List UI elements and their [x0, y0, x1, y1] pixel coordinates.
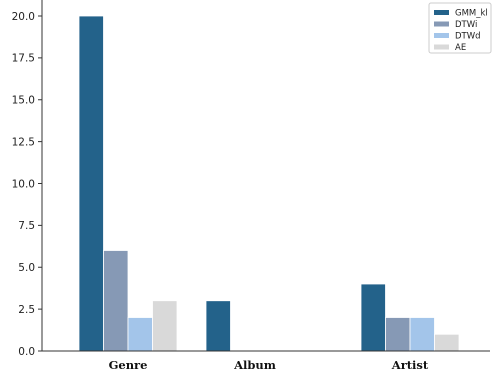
bar-dtwd-genre — [127, 317, 153, 352]
bar-gmm-kl-artist — [360, 283, 386, 352]
y-axis: 0.0 2.5 5.0 7.5 10.0 12.5 15.0 17.5 20.0 — [12, 0, 43, 358]
bar-dtwi-genre — [103, 250, 129, 352]
x-category-label: Album — [233, 358, 276, 372]
bars — [78, 15, 460, 352]
y-tick-label: 20.0 — [12, 11, 35, 23]
y-tick-label: 2.5 — [18, 304, 35, 316]
x-category-label: Genre — [109, 358, 148, 372]
bar-dtwi-artist — [385, 317, 411, 352]
bar-gmm-kl-genre — [78, 15, 104, 352]
bar-gmm-kl-album — [205, 300, 231, 352]
legend-swatch — [434, 10, 449, 15]
y-tick-label: 10.0 — [12, 178, 35, 190]
bar-dtwd-artist — [409, 317, 435, 352]
legend-label: DTWd — [455, 32, 481, 42]
y-tick-label: 15.0 — [12, 95, 35, 107]
x-category-label: Artist — [391, 358, 429, 372]
y-tick-label: 0.0 — [18, 346, 35, 358]
y-tick-label: 5.0 — [18, 262, 35, 274]
legend-label: DTWi — [455, 20, 477, 30]
legend-swatch — [434, 44, 449, 50]
bar-ae-artist — [434, 333, 460, 352]
legend-swatch — [434, 21, 449, 27]
legend-swatch — [434, 33, 449, 38]
y-tick-label: 7.5 — [18, 220, 35, 232]
y-tick-label: 12.5 — [12, 136, 35, 148]
legend-label: GMM_kl — [455, 9, 488, 19]
legend-label: AE — [455, 43, 466, 53]
y-tick-label: 17.5 — [12, 53, 35, 65]
legend-box — [428, 2, 492, 54]
x-axis: Genre Album Artist — [42, 350, 490, 372]
bar-ae-genre — [152, 300, 178, 352]
